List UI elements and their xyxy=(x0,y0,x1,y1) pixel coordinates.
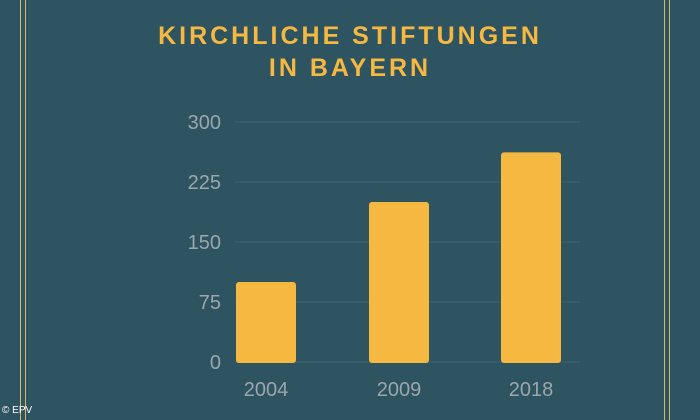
x-tick-label: 2004 xyxy=(244,379,289,401)
bar-2004 xyxy=(236,282,296,363)
y-tick-label: 225 xyxy=(188,172,221,194)
frame-line-left-inner xyxy=(25,0,26,420)
frame-line-right-outer xyxy=(669,0,670,420)
chart-title-line-1: KIRCHLICHE STIFTUNGEN xyxy=(158,22,542,50)
y-tick-label: 0 xyxy=(210,352,221,374)
x-tick-label: 2009 xyxy=(377,379,422,401)
y-tick-label: 150 xyxy=(188,232,221,254)
chart-title-line-2: IN BAYERN xyxy=(268,54,432,82)
bar-2018 xyxy=(501,152,561,363)
frame-line-left-outer xyxy=(20,0,21,420)
y-tick-label: 300 xyxy=(188,112,221,134)
bar-2009 xyxy=(369,202,429,363)
x-tick-label: 2018 xyxy=(509,379,554,401)
copyright-credit: © EPV xyxy=(2,405,33,416)
y-tick-label: 75 xyxy=(199,292,221,314)
frame-line-right-inner xyxy=(664,0,665,420)
